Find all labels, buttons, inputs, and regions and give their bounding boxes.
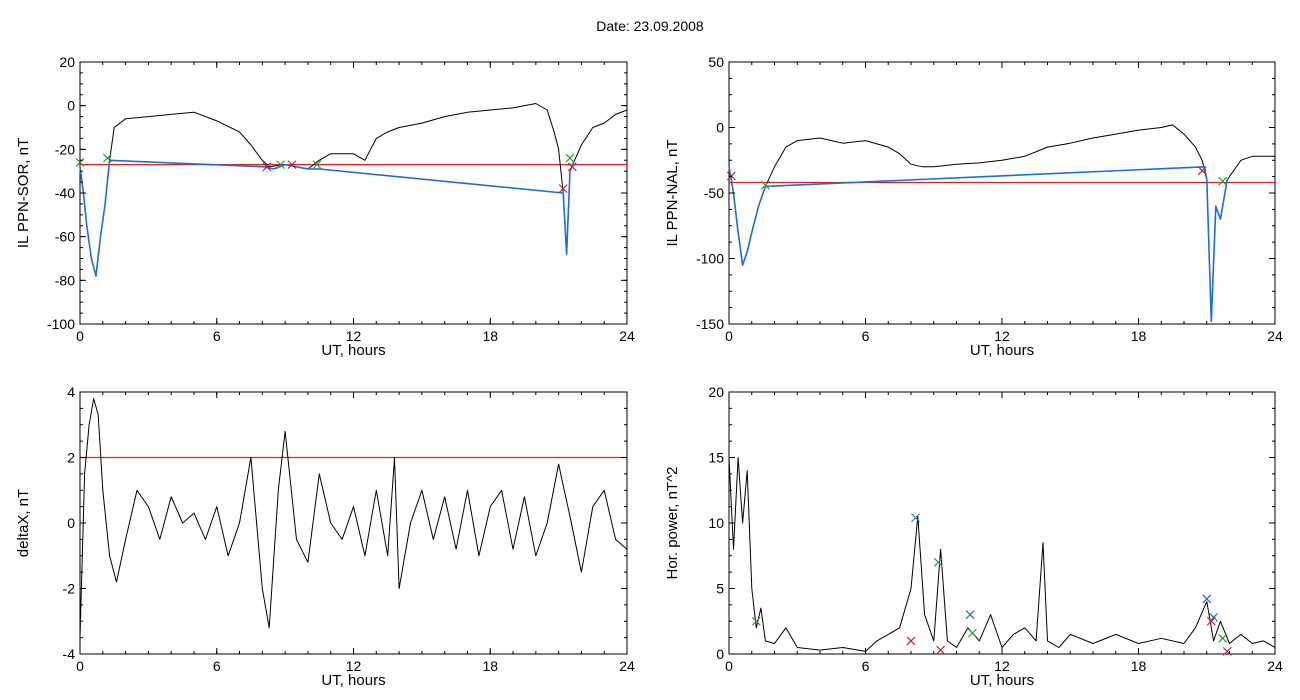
event-marker (565, 153, 575, 163)
y-tick-label: -2 (63, 581, 76, 597)
event-marker (1222, 646, 1232, 656)
y-tick-label: -150 (696, 316, 724, 332)
event-marker (287, 160, 297, 170)
y-tick-label: 0 (67, 515, 75, 531)
y-tick-label: 10 (708, 515, 724, 531)
x-tick-label: 18 (1131, 658, 1147, 674)
x-tick-label: 24 (1267, 658, 1283, 674)
y-axis-title: IL PPN-NAL, nT (664, 140, 681, 247)
chart-panel-2: 0 6 12 18 24 -150 -100 -50 0 50 UT, hours IL PPN-NA… (664, 54, 1283, 359)
x-tick-label: 12 (346, 658, 362, 674)
y-tick-label: -80 (55, 272, 75, 288)
y-tick-label: -4 (63, 646, 76, 662)
x-tick-label: 24 (1267, 328, 1283, 344)
event-marker (911, 513, 920, 523)
y-tick-label: -100 (47, 316, 75, 332)
event-marker (936, 645, 945, 655)
x-axis-title: UT, hours (970, 672, 1034, 689)
event-marker (726, 171, 736, 181)
x-tick-label: 6 (213, 658, 221, 674)
y-tick-label: -100 (696, 251, 724, 267)
data-series-2 (728, 166, 1228, 323)
y-axis-title: Hor. power, nT^2 (664, 467, 681, 580)
x-tick-label: 24 (619, 328, 635, 344)
event-marker (1202, 594, 1212, 604)
x-tick-label: 6 (862, 658, 870, 674)
y-tick-label: 0 (716, 120, 724, 136)
event-marker (1218, 176, 1228, 186)
event-marker (933, 557, 943, 567)
event-marker (1218, 633, 1228, 643)
x-tick-label: 6 (213, 328, 221, 344)
y-tick-label: -20 (55, 141, 75, 157)
y-tick-label: 15 (708, 450, 724, 466)
x-axis-title: UT, hours (321, 672, 385, 689)
event-marker (102, 153, 112, 163)
y-axis-title: IL PPN-SOR, nT (15, 138, 32, 248)
data-series-1 (728, 457, 1276, 652)
x-tick-label: 12 (994, 328, 1010, 344)
x-tick-label: 0 (725, 328, 733, 344)
plot-frame (79, 391, 628, 655)
x-tick-label: 18 (482, 658, 498, 674)
plot-frame (728, 61, 1276, 325)
event-marker (968, 628, 977, 638)
plot-frame (79, 61, 628, 325)
chart-panel-1: 0 6 12 18 24 -100 -80 -60 -40 -20 0 20 UT, hours IL P… (15, 54, 635, 359)
y-tick-label: 20 (708, 384, 724, 400)
x-tick-label: 24 (619, 658, 635, 674)
x-tick-label: 6 (862, 328, 870, 344)
y-tick-label: 0 (67, 98, 75, 114)
x-tick-label: 0 (76, 658, 84, 674)
event-marker (558, 184, 568, 194)
x-tick-label: 18 (1131, 328, 1147, 344)
y-tick-label: 2 (67, 450, 75, 466)
event-marker (262, 162, 272, 172)
plot-frame (728, 391, 1276, 655)
page-title: Date: 23.09.2008 (596, 18, 704, 34)
chart-panel-4: 0 6 12 18 24 0 5 10 15 20 UT, hours Hor. power, nT^… (664, 384, 1283, 689)
event-marker (1197, 166, 1207, 176)
y-tick-label: 0 (716, 646, 724, 662)
x-tick-label: 0 (76, 328, 84, 344)
y-tick-label: -40 (55, 185, 75, 201)
x-tick-label: 12 (346, 328, 362, 344)
data-series-2 (79, 159, 576, 277)
event-marker (760, 180, 770, 190)
event-marker (906, 636, 916, 646)
event-marker (276, 160, 285, 170)
data-series-1 (728, 124, 1275, 322)
event-marker (965, 610, 975, 620)
y-tick-label: 50 (708, 54, 724, 70)
x-tick-label: 0 (725, 658, 733, 674)
x-tick-label: 18 (482, 328, 498, 344)
x-axis-title: UT, hours (970, 342, 1034, 359)
event-marker (312, 160, 322, 170)
event-marker (1209, 612, 1218, 622)
y-tick-label: -50 (704, 185, 724, 201)
x-tick-label: 12 (994, 658, 1010, 674)
event-marker (567, 162, 577, 172)
y-tick-label: 20 (59, 54, 75, 70)
y-tick-label: 5 (716, 581, 724, 597)
y-tick-label: -60 (55, 229, 75, 245)
y-tick-label: 4 (67, 384, 75, 400)
data-series-1 (79, 103, 628, 277)
data-series-1 (79, 398, 628, 638)
event-marker (1206, 616, 1216, 626)
x-axis-title: UT, hours (321, 342, 385, 359)
event-marker (751, 616, 761, 626)
y-axis-title: deltaX, nT (15, 489, 32, 557)
